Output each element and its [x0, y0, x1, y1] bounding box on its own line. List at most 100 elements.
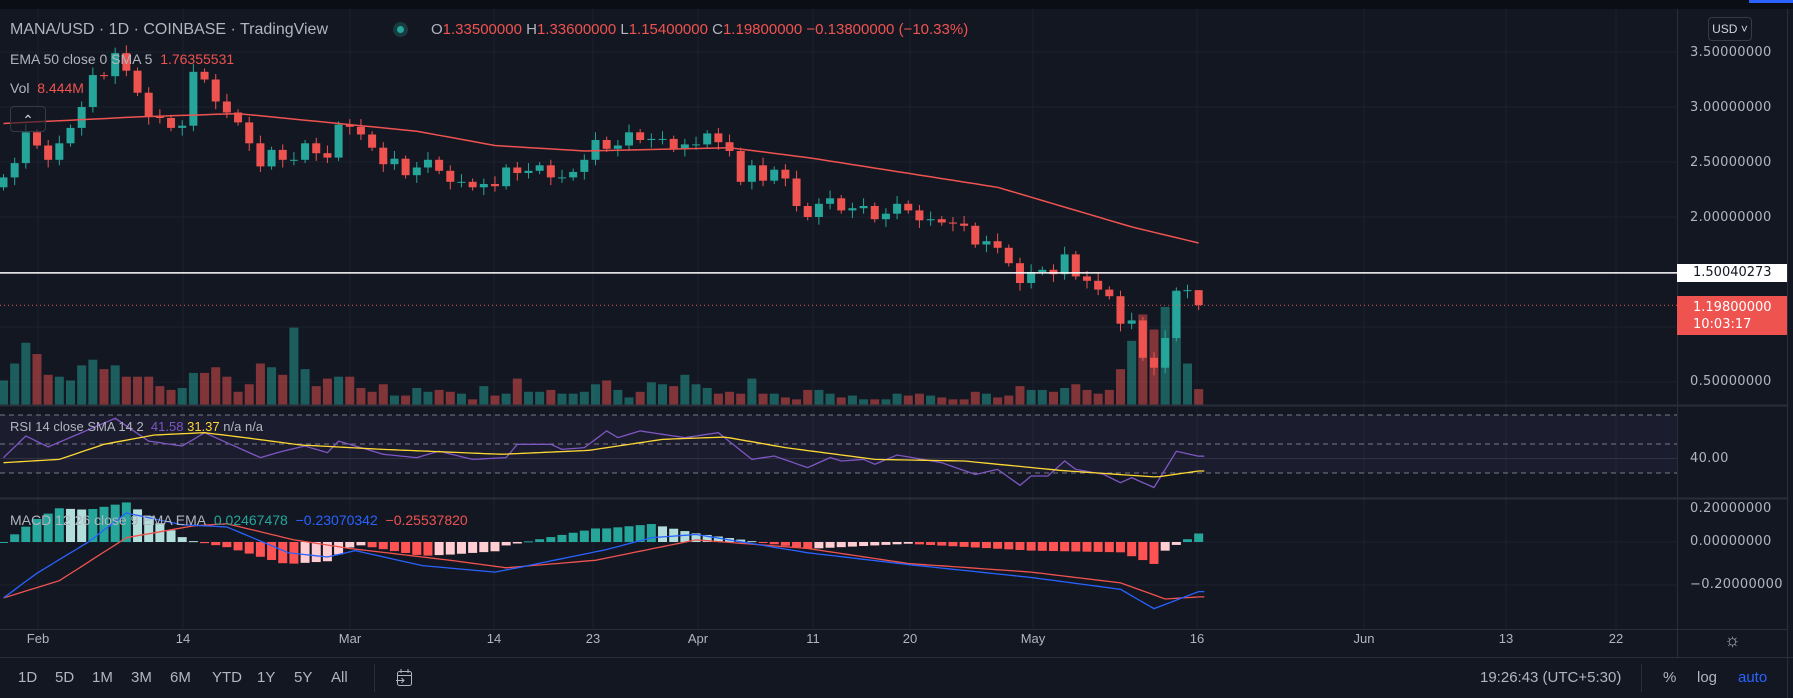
- go-to-date-calendar-icon[interactable]: [396, 668, 412, 686]
- volume-bar: [222, 376, 232, 405]
- macd-histogram-bar: [747, 541, 757, 543]
- chevron-down-icon: ˅: [1740, 22, 1748, 36]
- volume-bar: [993, 397, 1003, 405]
- log-scale-toggle[interactable]: log: [1697, 669, 1718, 686]
- auto-scale-toggle[interactable]: auto: [1738, 669, 1768, 686]
- volume-bar: [133, 376, 143, 405]
- market-status-dot-icon[interactable]: [393, 22, 408, 37]
- macd-histogram-bar: [691, 533, 701, 542]
- macd-histogram-bar: [613, 527, 623, 542]
- macd-histogram-bar: [1183, 539, 1193, 542]
- macd-label: MACD 12 26 close 9 EMA EMA: [10, 512, 207, 528]
- volume-bar: [110, 365, 120, 405]
- candle-down: [167, 118, 176, 128]
- range-button-ytd[interactable]: YTD: [212, 669, 242, 686]
- macd-histogram-bar: [144, 516, 154, 542]
- ema-label: EMA 50 close 0 SMA 5: [10, 51, 153, 67]
- range-button-5y[interactable]: 5Y: [294, 669, 313, 686]
- volume-bar: [479, 386, 489, 405]
- macd-axis-label: 0.20000000: [1690, 501, 1772, 516]
- macd-histogram-bar: [267, 542, 277, 560]
- clock-timezone-button[interactable]: 19:26:43 (UTC+5:30): [1480, 669, 1622, 686]
- candle-down: [379, 147, 388, 165]
- macd-histogram-bar: [658, 526, 668, 542]
- volume-bar: [825, 393, 835, 405]
- symbol-legend[interactable]: MANA/USD · 1D · COINBASE · TradingView: [10, 21, 328, 39]
- candle-up: [658, 138, 667, 140]
- range-button-1m[interactable]: 1M: [92, 669, 113, 686]
- last-price-value: 1.19800000: [1693, 300, 1772, 315]
- candle-down: [803, 206, 812, 217]
- macd-hist-value: 0.02467478: [213, 512, 288, 528]
- time-axis-label: 23: [585, 631, 601, 646]
- candle-down: [993, 241, 1002, 248]
- vol-value: 8.444M: [37, 80, 84, 96]
- macd-histogram-bar: [1015, 542, 1025, 550]
- macd-histogram-bar: [1194, 533, 1204, 542]
- volume-bar: [311, 386, 321, 405]
- percent-scale-toggle[interactable]: %: [1663, 669, 1677, 686]
- collapse-legend-button[interactable]: ⌃: [10, 106, 46, 132]
- macd-histogram-bar: [780, 542, 790, 546]
- rsi-pane: [3, 417, 1205, 489]
- rsi-sma-value: 31.37: [187, 419, 220, 434]
- macd-histogram-bar: [546, 537, 556, 542]
- macd-histogram-bar: [624, 526, 634, 542]
- range-button-5d[interactable]: 5D: [55, 669, 75, 686]
- candle-up: [535, 165, 544, 171]
- rsi-legend[interactable]: RSI 14 close SMA 14 2 41.58 31.37 n/a n/…: [10, 418, 263, 436]
- macd-histogram-bar: [155, 523, 165, 542]
- range-button-6m[interactable]: 6M: [170, 669, 191, 686]
- currency-button[interactable]: USD ˅: [1708, 17, 1752, 41]
- candle-down: [948, 222, 957, 224]
- macd-histogram-bar: [77, 509, 87, 542]
- time-axis-label: 14: [486, 631, 502, 646]
- volume-bar: [602, 380, 612, 405]
- volume-bar: [334, 376, 344, 405]
- candle-down: [781, 169, 790, 179]
- candle-down: [256, 143, 265, 167]
- macd-histogram-bar: [300, 542, 310, 563]
- ohlc-values: O1.33500000 H1.33600000 L1.15400000 C1.1…: [431, 21, 968, 39]
- candle-down: [513, 167, 522, 173]
- candle-down: [1004, 247, 1013, 264]
- candle-up: [412, 167, 421, 176]
- currency-label: USD: [1712, 22, 1738, 36]
- ema-legend[interactable]: EMA 50 close 0 SMA 5 1.76355531: [10, 50, 234, 68]
- candle-down: [792, 178, 801, 206]
- volume-bar: [881, 399, 891, 405]
- range-button-1y[interactable]: 1Y: [257, 669, 276, 686]
- macd-legend[interactable]: MACD 12 26 close 9 EMA EMA 0.02467478 −0…: [10, 511, 468, 529]
- range-button-1d[interactable]: 1D: [18, 669, 38, 686]
- candle-up: [703, 133, 712, 145]
- macd-pane: [0, 502, 1205, 610]
- chevron-up-icon: ⌃: [22, 112, 34, 128]
- range-button-3m[interactable]: 3M: [131, 669, 152, 686]
- volume-bar: [646, 382, 656, 405]
- macd-histogram-bar: [523, 541, 533, 543]
- macd-histogram-bar: [803, 542, 813, 549]
- candlesticks: [0, 45, 1203, 376]
- candle-up: [524, 170, 533, 173]
- high-label: H: [526, 21, 537, 38]
- volume-bar: [546, 389, 556, 405]
- macd-histogram-bar: [881, 542, 891, 545]
- volume-bar: [903, 395, 913, 405]
- horizontal-line-price-label: 1.50040273: [1677, 264, 1787, 282]
- candle-up: [680, 144, 689, 149]
- volume-bar: [970, 391, 980, 405]
- candle-down: [312, 143, 321, 154]
- candle-down: [714, 133, 723, 143]
- candle-down: [1105, 289, 1114, 297]
- volume-bar: [501, 393, 511, 405]
- volume-legend[interactable]: Vol 8.444M: [10, 79, 84, 97]
- macd-histogram-bar: [10, 534, 20, 542]
- volume-bar: [434, 389, 444, 405]
- candle-down: [1150, 357, 1158, 368]
- chart-settings-gear-icon[interactable]: ☼: [1724, 630, 1741, 650]
- macd-histogram-bar: [635, 525, 645, 542]
- candle-up: [569, 171, 578, 178]
- range-button-all[interactable]: All: [331, 669, 348, 686]
- volume-bar: [769, 393, 779, 405]
